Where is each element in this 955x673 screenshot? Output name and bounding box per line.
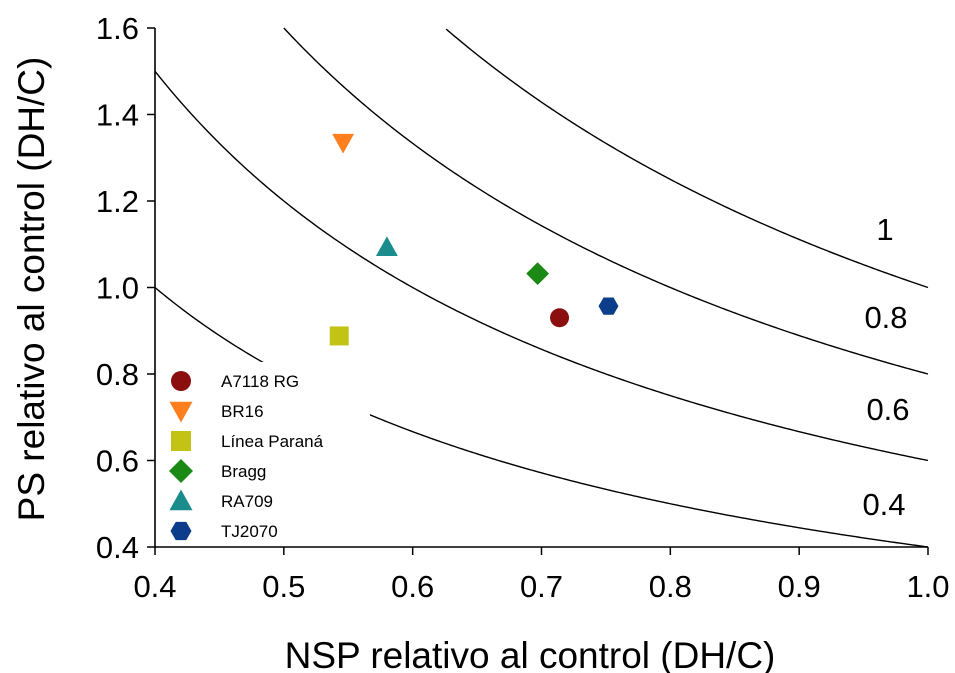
isoline-label: 0.6 [866,392,909,427]
legend-marker-circle [171,371,191,391]
legend-marker-triangle-up [169,489,193,511]
x-tick-label: 0.6 [391,569,434,604]
y-tick-label: 1.2 [96,184,139,219]
x-tick-label: 0.7 [520,569,563,604]
data-point-diamond [526,262,550,286]
y-tick-label: 1.6 [96,11,139,46]
y-tick-label: 0.6 [96,444,139,479]
data-point-square [329,326,349,346]
x-tick-label: 0.9 [778,569,821,604]
x-tick-label: 0.8 [649,569,692,604]
y-axis-ticks: 0.4 0.6 0.8 1.0 1.2 1.4 1.6 [96,11,155,565]
legend-box [162,362,370,546]
x-axis-ticks: 0.4 0.5 0.6 0.7 0.8 0.9 1.0 [133,547,950,604]
legend-marker-square [171,431,191,451]
legend-marker-triangle-down [169,401,193,423]
isoline-label: 0.4 [862,487,905,522]
legend-label: BR16 [221,402,264,421]
x-tick-label: 1.0 [906,569,949,604]
data-point-triangle-up [375,236,398,257]
y-tick-label: 0.4 [96,530,139,565]
y-tick-label: 0.8 [96,357,139,392]
data-point-hexagon [598,297,619,315]
data-points [329,133,619,346]
legend-label: RA709 [221,492,273,511]
y-tick-label: 1.0 [96,271,139,306]
legend-marker-diamond [169,459,193,483]
y-axis-title: PS relativo al control (DH/C) [11,57,52,522]
isoline-label: 0.8 [864,300,907,335]
legend-label: TJ2070 [221,522,278,541]
isoline-0-6 [154,70,929,462]
isolines: 1 0.8 0.6 0.4 [154,27,929,548]
isoline-label: 1 [876,212,893,247]
data-point-circle [550,308,570,328]
y-tick-label: 1.4 [96,98,139,133]
legend-label: Bragg [221,462,266,481]
isoline-1 [445,28,929,289]
legend-label: Línea Paraná [221,432,324,451]
data-point-triangle-down [332,133,355,154]
legend-label: A7118 RG [221,372,299,391]
legend: A7118 RG BR16 Línea Paraná Bragg RA709 TJ2070 [162,362,370,546]
x-tick-label: 0.5 [262,569,305,604]
x-axis-title: NSP relativo al control (DH/C) [285,635,776,673]
isoline-0-8 [283,27,929,375]
legend-marker-hexagon [170,521,192,541]
x-tick-label: 0.4 [133,569,176,604]
